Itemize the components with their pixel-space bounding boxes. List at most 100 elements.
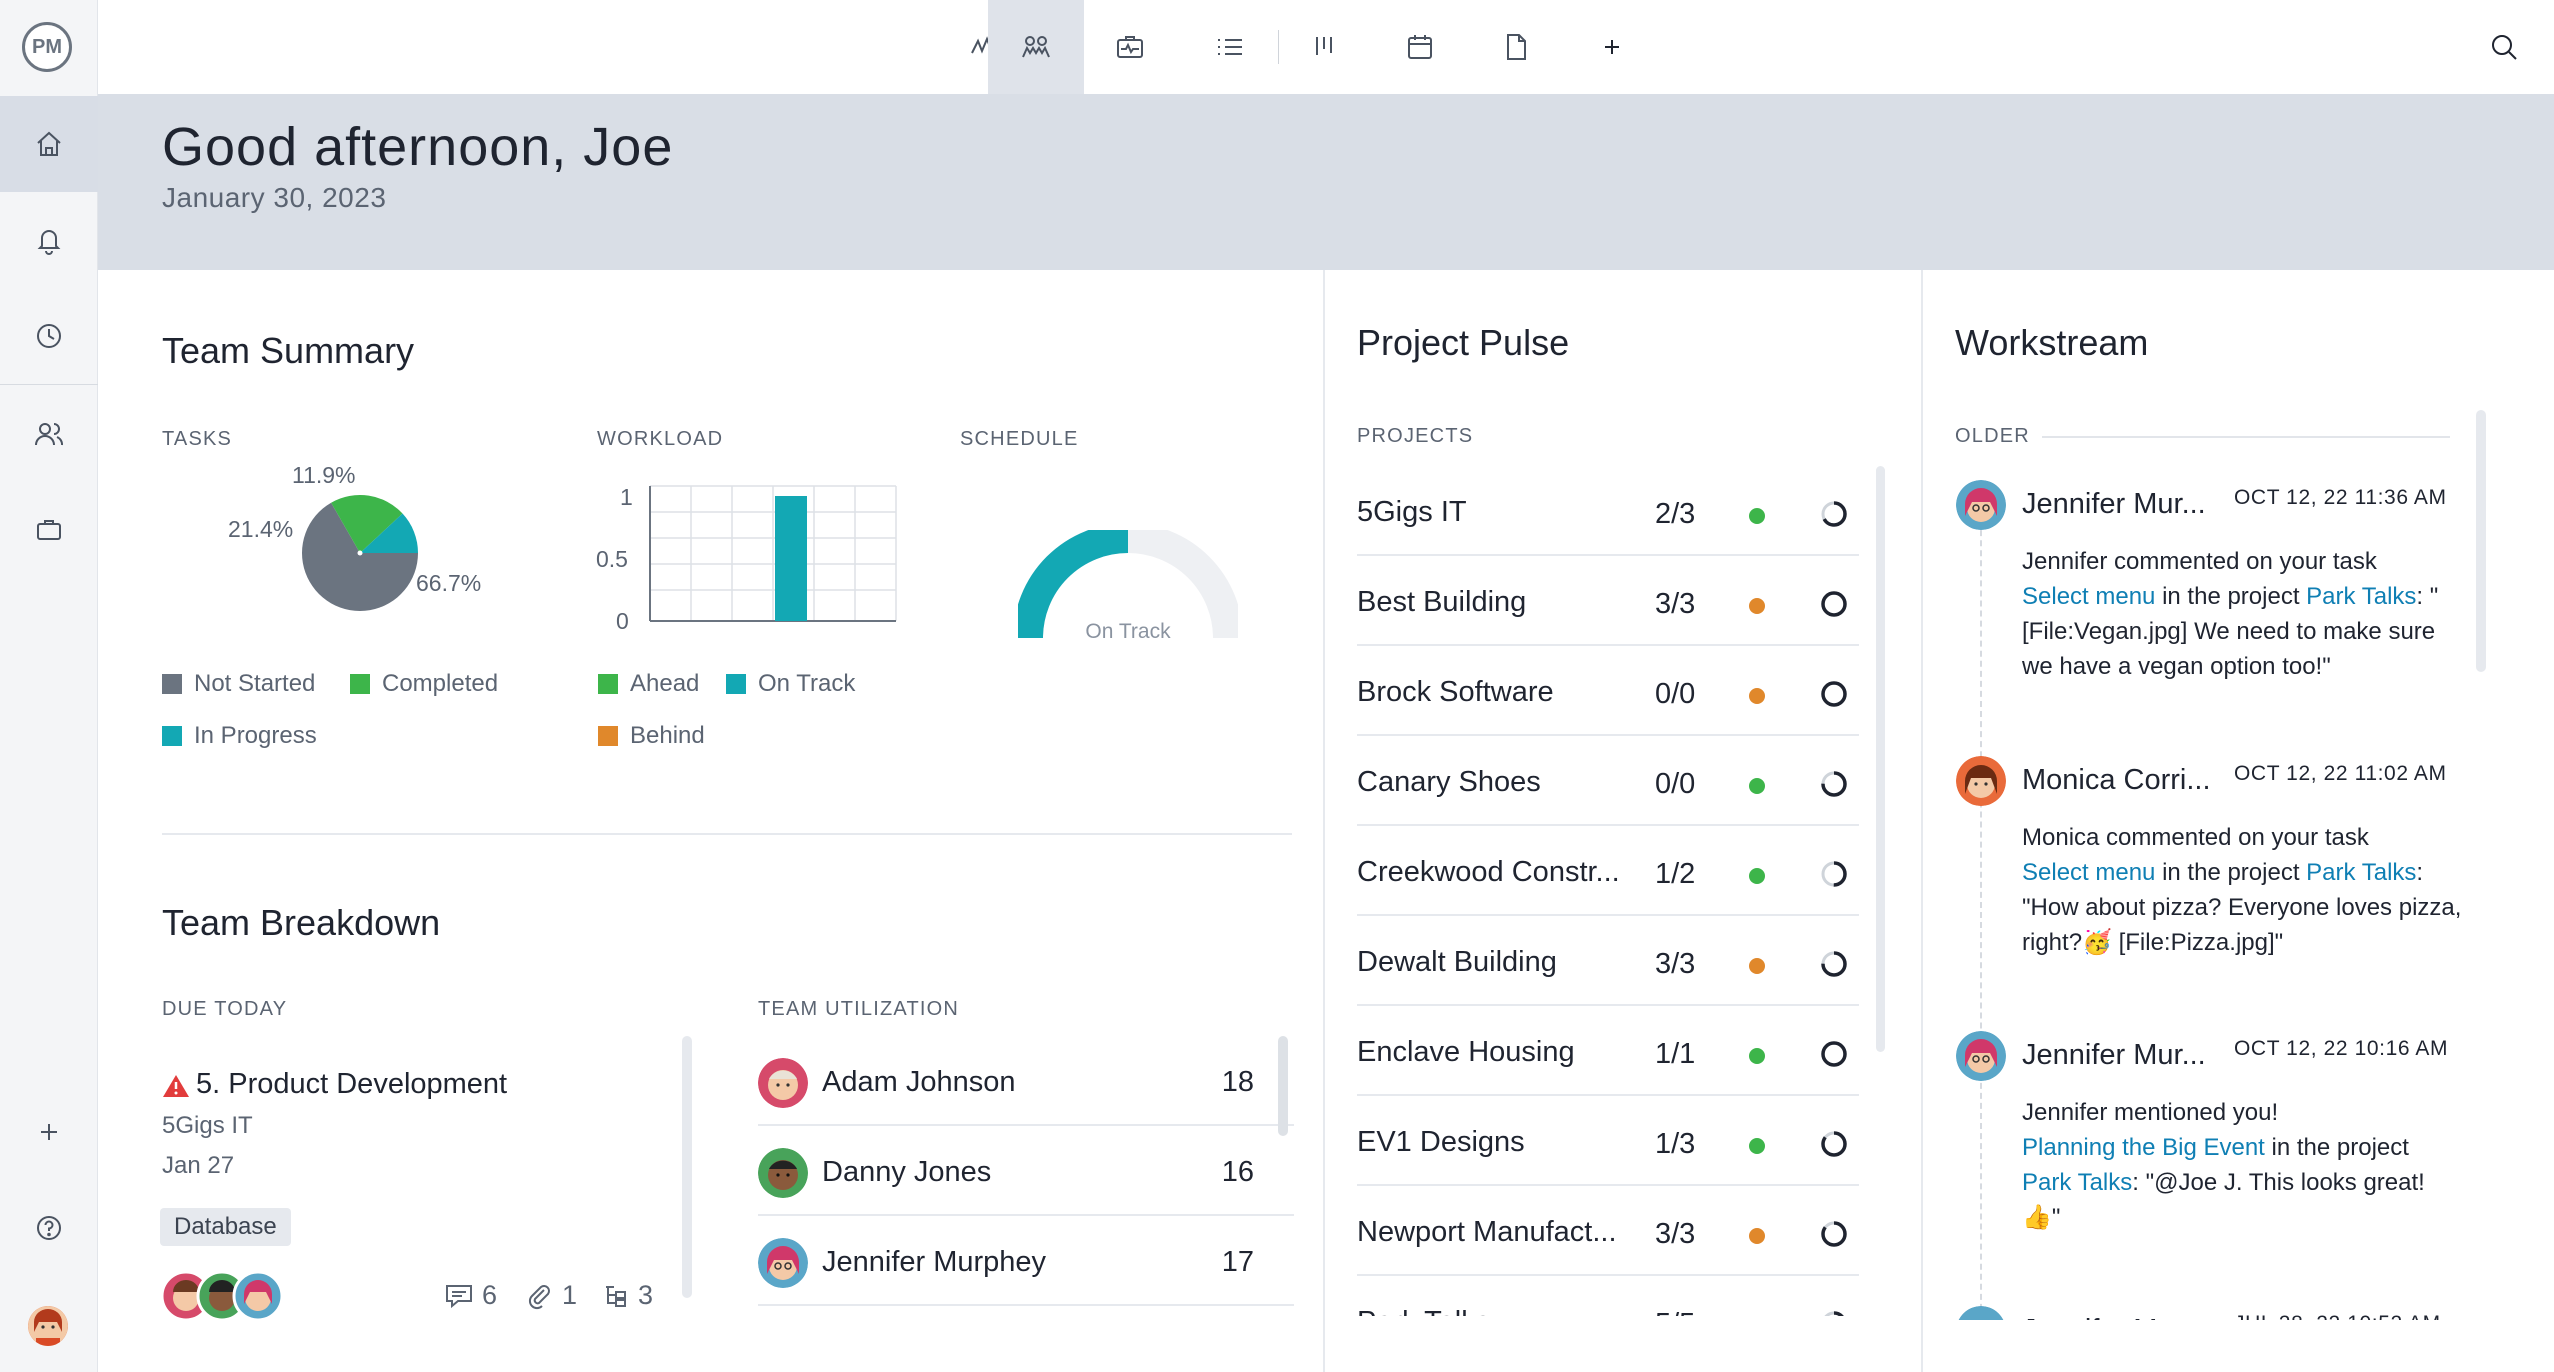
member-count: 18 — [1221, 1066, 1254, 1098]
project-name[interactable]: EV1 Designs — [1357, 1126, 1525, 1158]
timestamp: OCT 12, 22 11:02 AM — [2234, 762, 2447, 785]
list-view-button[interactable] — [1182, 0, 1278, 94]
project-row[interactable]: Enclave Housing 1/1 — [1357, 1006, 1859, 1096]
comments-count[interactable]: 6 — [444, 1280, 497, 1311]
legend-on-track: On Track — [726, 670, 855, 698]
project-progress-ring — [1819, 1129, 1849, 1159]
task-link[interactable]: Select menu — [2022, 859, 2156, 886]
projects-caption: PROJECTS — [1357, 425, 1474, 447]
board-view-button[interactable] — [1276, 0, 1372, 94]
subtasks-count[interactable]: 3 — [602, 1280, 653, 1311]
project-name[interactable]: Newport Manufact... — [1357, 1216, 1617, 1248]
member-name: Danny Jones — [822, 1156, 992, 1188]
due-today-scrollbar[interactable] — [682, 1036, 692, 1298]
workstream-scrollbar[interactable] — [2476, 410, 2486, 672]
add-view-button[interactable] — [1564, 0, 1660, 94]
notifications-button[interactable] — [0, 192, 98, 288]
project-row[interactable]: Canary Shoes 0/0 — [1357, 736, 1859, 826]
due-task-title[interactable]: 5. Product Development — [196, 1068, 508, 1100]
pie-slice-completed — [331, 495, 403, 553]
avatar — [758, 1238, 808, 1288]
recent-button[interactable] — [0, 288, 98, 384]
project-name[interactable]: 5Gigs IT — [1357, 496, 1467, 528]
project-link[interactable]: Park Talks — [2022, 1169, 2133, 1196]
search-button[interactable] — [2456, 0, 2552, 94]
member-count: 16 — [1221, 1156, 1254, 1188]
timestamp: OCT 12, 22 11:36 AM — [2234, 486, 2447, 509]
author-name[interactable]: Monica Corri... — [2022, 764, 2211, 796]
calendar-view-button[interactable] — [1372, 0, 1468, 94]
section-divider — [162, 833, 1292, 835]
project-row[interactable]: Dewalt Building 3/3 — [1357, 916, 1859, 1006]
author-name[interactable]: Jennifer Mur... — [2022, 488, 2206, 520]
board-icon — [1316, 37, 1332, 55]
team-view-button[interactable] — [988, 0, 1084, 94]
portfolio-view-button[interactable] — [1082, 0, 1178, 94]
project-name[interactable]: Dewalt Building — [1357, 946, 1557, 978]
project-name[interactable]: Enclave Housing — [1357, 1036, 1575, 1068]
activity-text: Monica commented on your task Select men… — [2022, 824, 2462, 956]
home-button[interactable] — [0, 96, 98, 192]
due-task-project: 5Gigs IT — [162, 1112, 253, 1139]
activity-text: Jennifer mentioned you! Planning the Big… — [2022, 1099, 2425, 1231]
user-avatar[interactable] — [28, 1306, 68, 1346]
project-task-ratio: 1/2 — [1655, 858, 1696, 890]
project-task-ratio: 1/1 — [1655, 1038, 1696, 1070]
project-task-ratio: 3/3 — [1655, 588, 1696, 620]
legend-in-progress: In Progress — [162, 722, 317, 750]
project-pulse-scrollbar[interactable] — [1876, 466, 1885, 1052]
pm-logo[interactable]: PM — [22, 22, 72, 72]
workload-bar-chart: 1 0.5 0 — [596, 484, 897, 630]
older-divider — [2042, 436, 2450, 438]
project-status-dot — [1749, 598, 1765, 614]
author-name[interactable]: Jennifer Mur... — [2022, 1039, 2206, 1071]
project-status-dot — [1749, 1048, 1765, 1064]
project-row[interactable]: Best Building 3/3 — [1357, 556, 1859, 646]
assignee-avatars[interactable] — [160, 1270, 290, 1322]
member-name: Jennifer Murphey — [822, 1246, 1047, 1278]
pie-label-not-started: 66.7% — [416, 570, 482, 596]
task-link[interactable]: Select menu — [2022, 583, 2156, 610]
project-row[interactable]: Newport Manufact... 3/3 — [1357, 1186, 1859, 1276]
due-task-tag[interactable]: Database — [160, 1208, 291, 1246]
search-icon — [2492, 35, 2517, 60]
task-link[interactable]: Planning the Big Event — [2022, 1134, 2265, 1161]
tasks-pie-chart — [302, 495, 418, 611]
plus-icon — [41, 1124, 57, 1140]
calendar-icon — [1408, 35, 1432, 59]
project-status-dot — [1749, 868, 1765, 884]
project-row[interactable]: 5Gigs IT 2/3 — [1357, 466, 1859, 556]
portfolio-button[interactable] — [0, 482, 98, 578]
files-view-button[interactable] — [1468, 0, 1564, 94]
bell-icon — [37, 230, 61, 255]
project-row[interactable]: EV1 Designs 1/3 — [1357, 1096, 1859, 1186]
project-link[interactable]: Park Talks — [2306, 583, 2417, 610]
workload-tick-1: 1 — [620, 484, 633, 510]
greeting-date: January 30, 2023 — [162, 182, 387, 213]
project-row[interactable]: Brock Software 0/0 — [1357, 646, 1859, 736]
project-name[interactable]: Brock Software — [1357, 676, 1554, 708]
project-progress-ring — [1819, 769, 1849, 799]
project-progress-ring — [1819, 679, 1849, 709]
attachments-count[interactable]: 1 — [526, 1280, 577, 1311]
older-caption: OLDER — [1955, 425, 2030, 447]
project-status-dot — [1749, 1138, 1765, 1154]
schedule-caption: SCHEDULE — [960, 428, 1079, 450]
pie-label-in-progress: 11.9% — [292, 462, 356, 488]
pie-label-completed: 21.4% — [228, 516, 294, 542]
comment-icon — [446, 1284, 472, 1308]
utilization-row[interactable]: Jennifer Murphey 17 — [758, 1216, 1294, 1306]
utilization-scrollbar[interactable] — [1278, 1036, 1288, 1136]
project-name[interactable]: Canary Shoes — [1357, 766, 1541, 798]
utilization-row[interactable]: Adam Johnson 18 — [758, 1036, 1294, 1126]
add-button[interactable] — [0, 1084, 98, 1180]
project-link[interactable]: Park Talks — [2306, 859, 2417, 886]
utilization-row[interactable]: Danny Jones 16 — [758, 1126, 1294, 1216]
project-row[interactable]: Creekwood Constr... 1/2 — [1357, 826, 1859, 916]
help-button[interactable] — [0, 1180, 98, 1276]
project-name[interactable]: Best Building — [1357, 586, 1527, 618]
tasks-caption: TASKS — [162, 428, 233, 450]
project-name[interactable]: Creekwood Constr... — [1357, 856, 1620, 888]
people-button[interactable] — [0, 386, 98, 482]
project-progress-ring — [1819, 1039, 1849, 1069]
